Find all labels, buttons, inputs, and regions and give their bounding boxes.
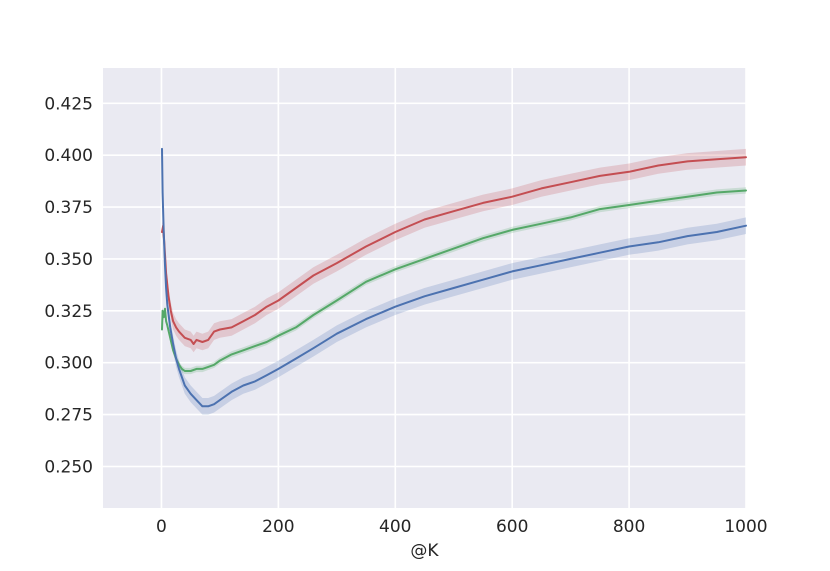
x-tick-label: 600 (496, 517, 528, 537)
y-tick-label: 0.300 (44, 354, 93, 374)
x-axis-label: @K (410, 541, 439, 561)
confidence-bands (162, 140, 746, 415)
plot-background (103, 68, 746, 508)
y-tick-label: 0.350 (44, 250, 93, 270)
series-1-line (161, 156, 747, 345)
x-tick-label: 0 (156, 517, 167, 537)
series-3-line (161, 147, 747, 408)
y-tick-label: 0.250 (44, 457, 93, 477)
y-tick-label: 0.425 (44, 94, 93, 114)
series-1-band (162, 148, 746, 353)
series-lines (161, 147, 747, 408)
y-tick-label: 0.325 (44, 302, 93, 322)
x-tick-label: 200 (262, 517, 294, 537)
x-axis-ticks: 0 200 400 600 800 1000 (156, 517, 768, 537)
y-tick-label: 0.400 (44, 146, 93, 166)
series-3-band (162, 140, 746, 415)
series-2-line (161, 189, 747, 372)
x-tick-label: 400 (379, 517, 411, 537)
y-tick-label: 0.375 (44, 198, 93, 218)
y-axis-ticks: 0.250 0.275 0.300 0.325 0.350 0.375 0.400 0.425 (44, 94, 93, 477)
y-tick-label: 0.275 (44, 406, 93, 426)
x-tick-label: 1000 (724, 517, 767, 537)
x-tick-label: 800 (613, 517, 645, 537)
